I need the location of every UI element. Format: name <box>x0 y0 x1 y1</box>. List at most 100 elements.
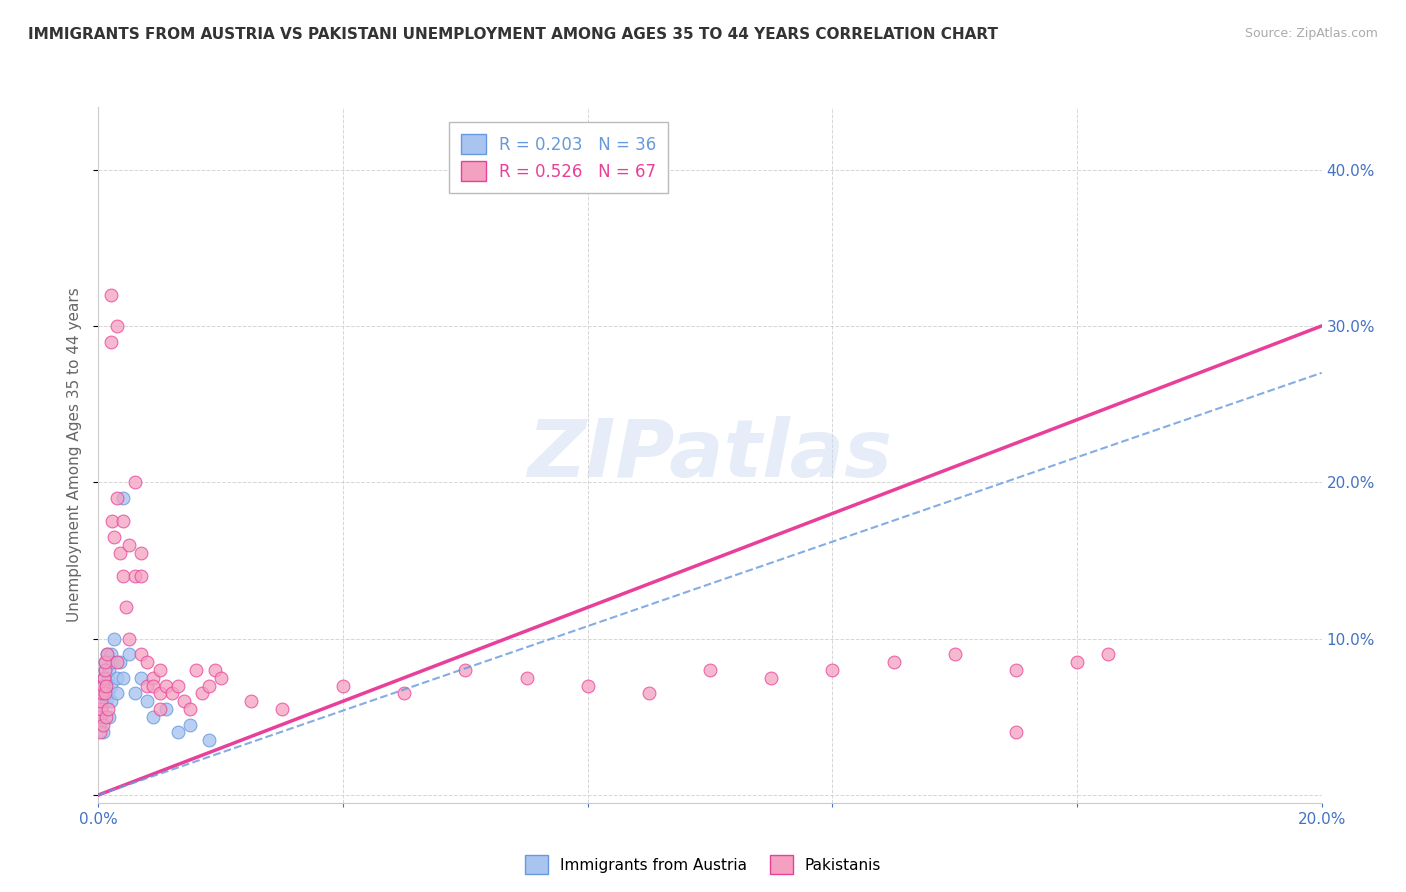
Point <box>91 679 114 693</box>
Point <box>149 663 172 677</box>
Point <box>129 671 152 685</box>
Point <box>108 546 131 560</box>
Point <box>155 702 177 716</box>
Point <box>111 491 134 505</box>
Point <box>155 679 177 693</box>
Point <box>173 694 195 708</box>
Point <box>142 671 165 685</box>
Point <box>89 710 111 724</box>
Point <box>91 686 114 700</box>
Point <box>124 569 146 583</box>
Point <box>142 710 165 724</box>
Point <box>124 686 146 700</box>
Point <box>699 663 721 677</box>
Point <box>943 647 966 661</box>
Point <box>111 671 134 685</box>
Point <box>97 671 120 685</box>
Point <box>97 710 120 724</box>
Point <box>167 725 190 739</box>
Point <box>111 514 134 528</box>
Text: ZIPatlas: ZIPatlas <box>527 416 893 494</box>
Point <box>100 647 122 661</box>
Point <box>91 679 114 693</box>
Point <box>98 663 121 677</box>
Point <box>93 663 115 677</box>
Point <box>89 725 111 739</box>
Point <box>89 717 111 731</box>
Point <box>105 686 128 700</box>
Point <box>160 686 183 700</box>
Y-axis label: Unemployment Among Ages 35 to 44 years: Unemployment Among Ages 35 to 44 years <box>67 287 83 623</box>
Point <box>124 475 146 490</box>
Point <box>93 671 115 685</box>
Point <box>118 632 141 646</box>
Point <box>136 694 159 708</box>
Point <box>111 569 134 583</box>
Point <box>90 694 112 708</box>
Point <box>97 702 120 716</box>
Point <box>142 679 165 693</box>
Point <box>96 647 118 661</box>
Point <box>91 686 114 700</box>
Point <box>94 710 117 724</box>
Point <box>90 702 112 716</box>
Point <box>637 686 661 700</box>
Text: Source: ZipAtlas.com: Source: ZipAtlas.com <box>1244 27 1378 40</box>
Point <box>96 679 118 693</box>
Point <box>103 530 125 544</box>
Point <box>96 679 118 693</box>
Point <box>93 671 115 685</box>
Point <box>204 663 226 677</box>
Point <box>100 679 122 693</box>
Point <box>516 671 538 685</box>
Point <box>97 686 120 700</box>
Point <box>197 679 219 693</box>
Point <box>1066 655 1088 669</box>
Point <box>105 671 128 685</box>
Point <box>209 671 232 685</box>
Point <box>93 663 115 677</box>
Text: IMMIGRANTS FROM AUSTRIA VS PAKISTANI UNEMPLOYMENT AMONG AGES 35 TO 44 YEARS CORR: IMMIGRANTS FROM AUSTRIA VS PAKISTANI UNE… <box>28 27 998 42</box>
Point <box>94 694 117 708</box>
Point <box>100 287 122 301</box>
Point <box>186 663 208 677</box>
Point <box>191 686 214 700</box>
Point <box>179 717 201 731</box>
Point <box>90 694 112 708</box>
Point <box>105 655 128 669</box>
Point <box>94 686 117 700</box>
Point <box>149 702 172 716</box>
Point <box>332 679 354 693</box>
Point <box>136 679 159 693</box>
Point <box>103 632 125 646</box>
Point <box>101 514 124 528</box>
Point <box>821 663 844 677</box>
Point <box>392 686 416 700</box>
Point <box>101 655 124 669</box>
Point <box>108 655 131 669</box>
Point <box>118 538 141 552</box>
Point <box>89 710 111 724</box>
Point <box>167 679 190 693</box>
Point <box>576 679 599 693</box>
Point <box>136 655 159 669</box>
Point <box>1004 663 1026 677</box>
Point <box>91 717 114 731</box>
Point <box>883 655 905 669</box>
Point <box>270 702 292 716</box>
Point <box>129 647 152 661</box>
Point <box>240 694 263 708</box>
Point <box>118 647 141 661</box>
Point <box>91 725 114 739</box>
Point <box>96 647 118 661</box>
Point <box>759 671 782 685</box>
Point <box>1097 647 1119 661</box>
Point <box>93 655 115 669</box>
Point <box>129 546 152 560</box>
Point <box>105 318 128 333</box>
Point <box>454 663 477 677</box>
Legend: R = 0.203   N = 36, R = 0.526   N = 67: R = 0.203 N = 36, R = 0.526 N = 67 <box>450 122 668 193</box>
Point <box>100 694 122 708</box>
Point <box>93 655 115 669</box>
Point <box>105 491 128 505</box>
